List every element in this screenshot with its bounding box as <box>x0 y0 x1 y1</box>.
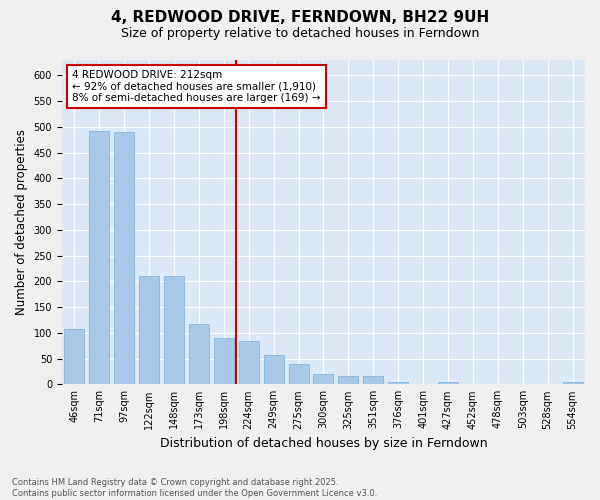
Bar <box>214 338 234 384</box>
Bar <box>263 355 284 384</box>
Bar <box>89 130 109 384</box>
X-axis label: Distribution of detached houses by size in Ferndown: Distribution of detached houses by size … <box>160 437 487 450</box>
Bar <box>64 329 85 384</box>
Bar <box>289 364 308 384</box>
Bar <box>164 276 184 384</box>
Bar <box>388 382 408 384</box>
Text: 4 REDWOOD DRIVE: 212sqm
← 92% of detached houses are smaller (1,910)
8% of semi-: 4 REDWOOD DRIVE: 212sqm ← 92% of detache… <box>73 70 321 103</box>
Bar <box>189 324 209 384</box>
Text: Size of property relative to detached houses in Ferndown: Size of property relative to detached ho… <box>121 28 479 40</box>
Bar <box>114 132 134 384</box>
Bar <box>139 276 159 384</box>
Bar <box>313 374 334 384</box>
Bar <box>364 376 383 384</box>
Bar <box>563 382 583 384</box>
Text: Contains HM Land Registry data © Crown copyright and database right 2025.
Contai: Contains HM Land Registry data © Crown c… <box>12 478 377 498</box>
Text: 4, REDWOOD DRIVE, FERNDOWN, BH22 9UH: 4, REDWOOD DRIVE, FERNDOWN, BH22 9UH <box>111 10 489 25</box>
Bar <box>338 376 358 384</box>
Bar <box>438 382 458 384</box>
Bar <box>239 340 259 384</box>
Y-axis label: Number of detached properties: Number of detached properties <box>15 129 28 315</box>
